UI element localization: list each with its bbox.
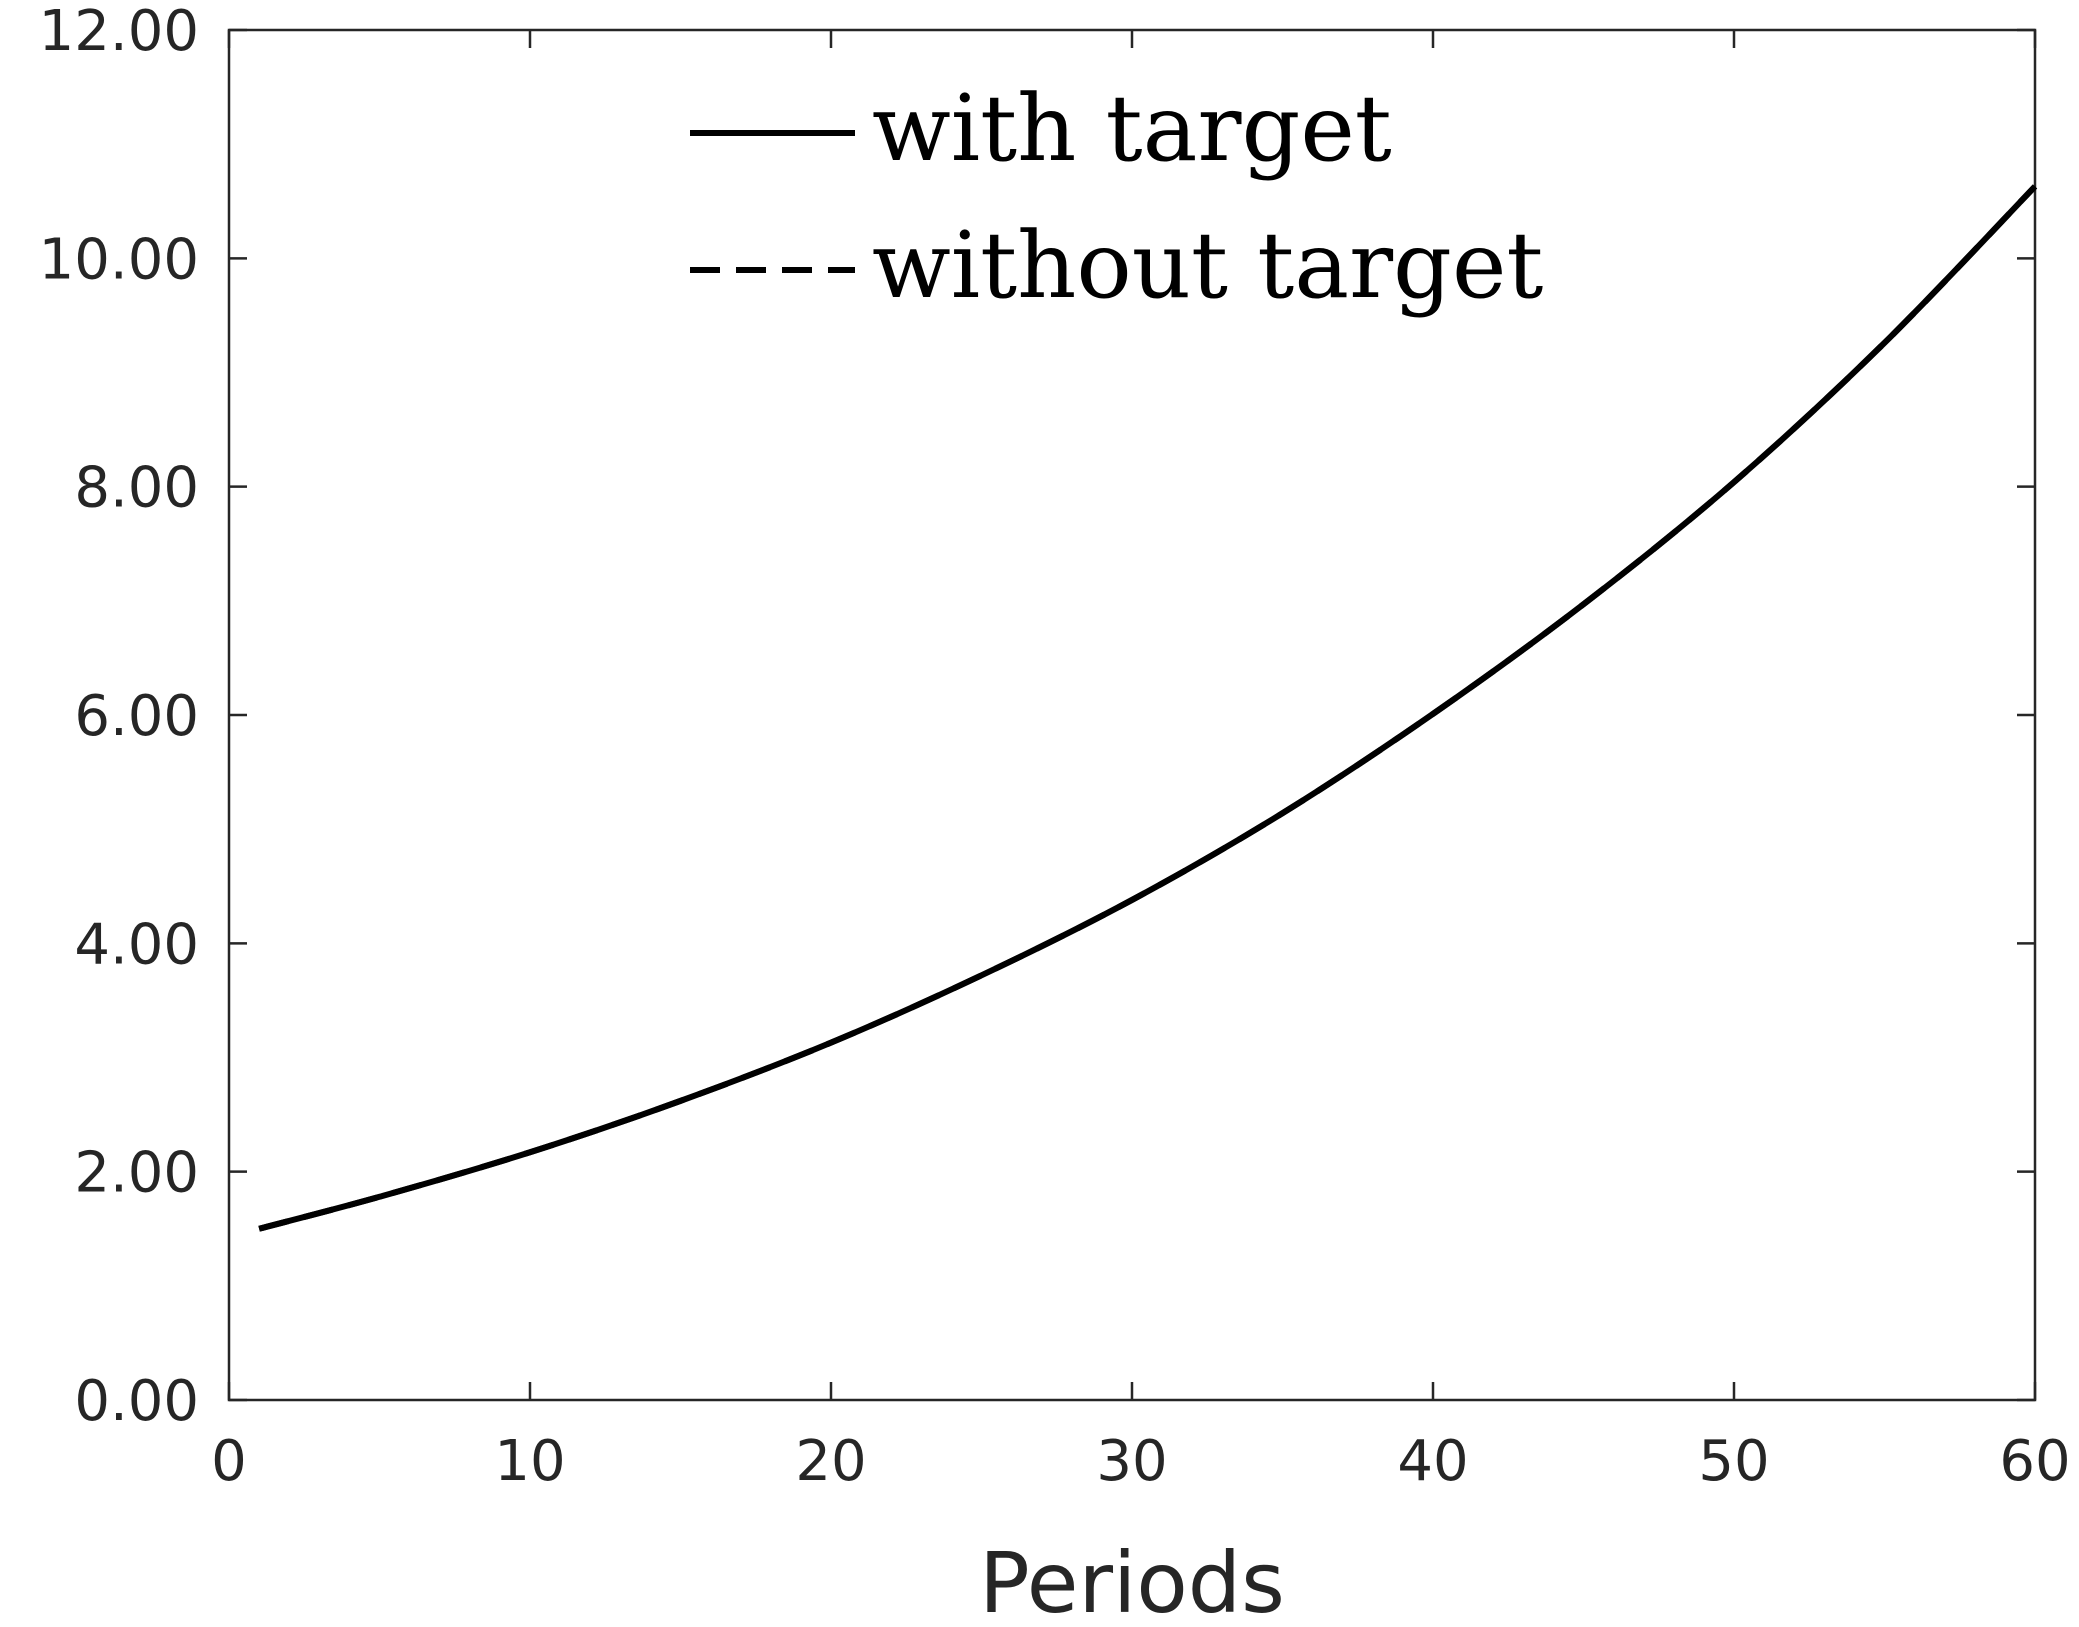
y-tick-label: 12.00 [39, 0, 199, 64]
x-tick-label: 50 [1698, 1429, 1769, 1494]
legend-label-without-target: without target [872, 212, 1543, 319]
y-tick-label: 2.00 [74, 1141, 199, 1206]
y-tick-label: 0.00 [74, 1369, 199, 1434]
series-line-with-target [258, 184, 2038, 1232]
series-layer [258, 184, 2038, 1232]
x-tick-label: 0 [211, 1429, 247, 1494]
y-tick-label: 4.00 [74, 912, 199, 977]
x-axis-title: Periods [979, 1534, 1285, 1627]
legend-label-with-target: with target [872, 75, 1392, 182]
series-line-without-target [258, 184, 2038, 1232]
x-tick-label: 30 [1096, 1429, 1167, 1494]
y-tick-label: 8.00 [74, 456, 199, 521]
x-axis-ticks: 0 10 20 30 40 50 60 [211, 30, 2071, 1494]
x-tick-label: 40 [1397, 1429, 1468, 1494]
y-tick-label: 10.00 [39, 227, 199, 292]
y-tick-label: 6.00 [74, 684, 199, 749]
x-tick-label: 60 [1999, 1429, 2070, 1494]
x-tick-label: 10 [494, 1429, 565, 1494]
legend: with target without target [690, 75, 1543, 319]
y-axis-ticks: 0.00 2.00 4.00 6.00 8.00 10.00 12.00 [39, 0, 2035, 1434]
x-tick-label: 20 [795, 1429, 866, 1494]
